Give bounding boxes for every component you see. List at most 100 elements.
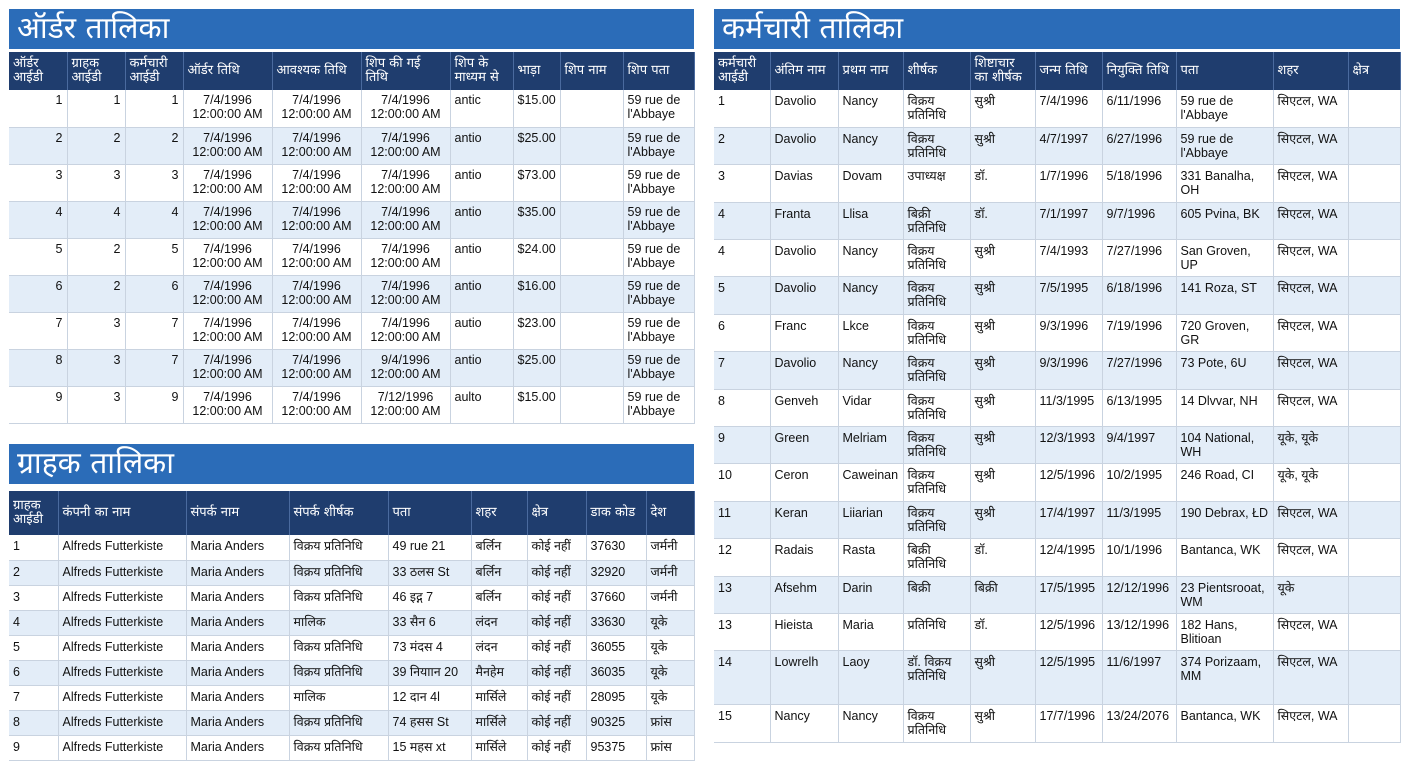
order-table-row[interactable]: 7 3 7 7/4/1996 12:00:00 AM 7/4/1996 12:00:00… bbox=[9, 312, 695, 350]
employee-table-cell: 6/27/1996 bbox=[1102, 127, 1177, 166]
employee-table-row[interactable]: 6 Franc Lkce विक्रय प्रतिनिधि सुश्री 9/3/1996… bbox=[714, 314, 1401, 353]
order-table-cell bbox=[560, 238, 624, 276]
employee-table-cell: Keran bbox=[770, 501, 839, 540]
order-table-column-header: शिप की गई तिथि bbox=[361, 52, 451, 90]
order-table-cell: 7/4/1996 12:00:00 AM bbox=[361, 238, 451, 276]
employee-table-cell: डॉ. bbox=[970, 202, 1036, 241]
employee-table-cell: 14 bbox=[714, 650, 771, 706]
customer-table-row[interactable]: 4 Alfreds Futterkiste Maria Anders मालिक 33 … bbox=[9, 610, 695, 636]
employee-table-cell: 6 bbox=[714, 314, 771, 353]
employee-table-cell: बिक्री प्रतिनिधि bbox=[903, 538, 971, 577]
employee-table-cell: 7 bbox=[714, 351, 771, 390]
employee-table-cell: बिक्री प्रतिनिधि bbox=[903, 202, 971, 241]
order-table-cell: $24.00 bbox=[513, 238, 561, 276]
employee-table-row[interactable]: 13 Hieista Maria प्रतिनिधि डॉ. 12/5/1996 13/12… bbox=[714, 613, 1401, 652]
employee-table-cell: सिएटल, WA bbox=[1273, 613, 1349, 652]
employee-table-row[interactable]: 15 Nancy Nancy विक्रय प्रतिनिधि सुश्री 17/7/1… bbox=[714, 704, 1401, 743]
employee-table-cell: 374 Porizaam, MM bbox=[1176, 650, 1274, 706]
employee-table-cell: 10 bbox=[714, 463, 771, 502]
order-table-cell: 59 rue de l'Abbaye bbox=[623, 349, 695, 387]
customer-table-cell: फ्रांस bbox=[646, 710, 695, 736]
customer-table-row[interactable]: 8 Alfreds Futterkiste Maria Anders विक्रय प… bbox=[9, 710, 695, 736]
customer-table-cell: 3 bbox=[9, 585, 59, 611]
customer-table-cell: 36035 bbox=[586, 660, 647, 686]
employee-table-cell bbox=[1348, 276, 1401, 315]
order-table-cell: antio bbox=[450, 275, 514, 313]
order-table: ऑर्डर आईडी ग्राहक आईडी कर्मचारी आईडी ऑर्डर … bbox=[9, 52, 695, 424]
order-table-column-header: ऑर्डर आईडी bbox=[9, 52, 68, 90]
customer-table-cell: 37630 bbox=[586, 535, 647, 561]
customer-table-cell: Alfreds Futterkiste bbox=[58, 685, 187, 711]
customer-table-cell: कोई नहीं bbox=[527, 610, 587, 636]
employee-table-row[interactable]: 5 Davolio Nancy विक्रय प्रतिनिधि सुश्री 7/5/1… bbox=[714, 276, 1401, 315]
order-table-cell: 8 bbox=[9, 349, 68, 387]
customer-table-cell: विक्रय प्रतिनिधि bbox=[289, 560, 389, 586]
employee-table-row[interactable]: 8 Genveh Vidar विक्रय प्रतिनिधि सुश्री 11/3/1… bbox=[714, 389, 1401, 428]
employee-table-row[interactable]: 3 Davias Dovam उपाध्यक्ष डॉ. 1/7/1996 5/18/199… bbox=[714, 164, 1401, 203]
order-table-row[interactable]: 2 2 2 7/4/1996 12:00:00 AM 7/4/1996 12:00:00… bbox=[9, 127, 695, 165]
employee-table-row[interactable]: 13 Afsehm Darin बिक्री बिक्री 17/5/1995 12/12/… bbox=[714, 576, 1401, 614]
order-table-cell: 4 bbox=[125, 201, 184, 239]
employee-table-row[interactable]: 12 Radais Rasta बिक्री प्रतिनिधि डॉ. 12/4/199… bbox=[714, 538, 1401, 577]
employee-table-cell: प्रतिनिधि bbox=[903, 613, 971, 652]
order-table-cell: 3 bbox=[125, 164, 184, 202]
customer-table-row[interactable]: 6 Alfreds Futterkiste Maria Anders विक्रय प… bbox=[9, 660, 695, 686]
employee-table-row[interactable]: 2 Davolio Nancy विक्रय प्रतिनिधि सुश्री 4/7/1… bbox=[714, 127, 1401, 166]
employee-table-row[interactable]: 1 Davolio Nancy विक्रय प्रतिनिधि सुश्री 7/4/1… bbox=[714, 90, 1401, 128]
order-table-row[interactable]: 1 1 1 7/4/1996 12:00:00 AM 7/4/1996 12:00:00… bbox=[9, 90, 695, 128]
employee-table-row[interactable]: 14 Lowrelh Laoy डॉ. विक्रय प्रतिनिधि सुश्री 1… bbox=[714, 650, 1401, 706]
employee-table-column-header: प्रथम नाम bbox=[838, 52, 904, 90]
employee-table-row[interactable]: 10 Ceron Caweinan विक्रय प्रतिनिधि सुश्री 12/… bbox=[714, 463, 1401, 502]
order-table-row[interactable]: 3 3 3 7/4/1996 12:00:00 AM 7/4/1996 12:00:00… bbox=[9, 164, 695, 202]
customer-table-cell: कोई नहीं bbox=[527, 735, 587, 761]
customer-table-row[interactable]: 7 Alfreds Futterkiste Maria Anders मालिक 12 … bbox=[9, 685, 695, 711]
customer-table-row[interactable]: 5 Alfreds Futterkiste Maria Anders विक्रय प… bbox=[9, 635, 695, 661]
employee-table-cell: सिएटल, WA bbox=[1273, 239, 1349, 278]
employee-table-row[interactable]: 9 Green Melriam विक्रय प्रतिनिधि सुश्री 12/3/… bbox=[714, 426, 1401, 465]
customer-table-cell: विक्रय प्रतिनिधि bbox=[289, 735, 389, 761]
order-table-cell: aulto bbox=[450, 386, 514, 424]
employee-table-cell: Nancy bbox=[838, 239, 904, 278]
employee-table-cell: सुश्री bbox=[970, 276, 1036, 315]
order-table-row[interactable]: 4 4 4 7/4/1996 12:00:00 AM 7/4/1996 12:00:00… bbox=[9, 201, 695, 239]
customer-table-cell: Maria Anders bbox=[186, 735, 290, 761]
customer-table-cell: कोई नहीं bbox=[527, 660, 587, 686]
customer-table-cell: Alfreds Futterkiste bbox=[58, 735, 187, 761]
order-table-row[interactable]: 6 2 6 7/4/1996 12:00:00 AM 7/4/1996 12:00:00… bbox=[9, 275, 695, 313]
employee-table-cell: 23 Pientsrooat, WM bbox=[1176, 576, 1274, 614]
customer-table-row[interactable]: 9 Alfreds Futterkiste Maria Anders विक्रय प… bbox=[9, 735, 695, 761]
customer-table-cell: जर्मनी bbox=[646, 535, 695, 561]
customer-table-row[interactable]: 1 Alfreds Futterkiste Maria Anders विक्रय प… bbox=[9, 535, 695, 561]
employee-table-cell: सुश्री bbox=[970, 463, 1036, 502]
order-table-row[interactable]: 8 3 7 7/4/1996 12:00:00 AM 7/4/1996 12:00:00… bbox=[9, 349, 695, 387]
employee-table-cell: 9 bbox=[714, 426, 771, 465]
order-table-cell: 7/4/1996 12:00:00 AM bbox=[272, 349, 362, 387]
customer-table-row[interactable]: 3 Alfreds Futterkiste Maria Anders विक्रय प… bbox=[9, 585, 695, 611]
order-table-cell: 1 bbox=[9, 90, 68, 128]
employee-table-cell: 720 Groven, GR bbox=[1176, 314, 1274, 353]
employee-table-cell bbox=[1348, 127, 1401, 166]
customer-table-row[interactable]: 2 Alfreds Futterkiste Maria Anders विक्रय प… bbox=[9, 560, 695, 586]
employee-table-cell: 12/5/1995 bbox=[1035, 650, 1103, 706]
employee-table-row[interactable]: 4 Franta Llisa बिक्री प्रतिनिधि डॉ. 7/1/1997 9… bbox=[714, 202, 1401, 241]
order-table-row[interactable]: 9 3 9 7/4/1996 12:00:00 AM 7/4/1996 12:00:00… bbox=[9, 386, 695, 424]
customer-table-column-header: देश bbox=[646, 491, 695, 535]
employee-table-row[interactable]: 7 Davolio Nancy विक्रय प्रतिनिधि सुश्री 9/3/1… bbox=[714, 351, 1401, 390]
order-table-cell: autio bbox=[450, 312, 514, 350]
order-table-cell: 7/4/1996 12:00:00 AM bbox=[183, 312, 273, 350]
order-table-cell: 4 bbox=[9, 201, 68, 239]
employee-table-cell: विक्रय प्रतिनिधि bbox=[903, 239, 971, 278]
customer-table-header-row: ग्राहक आईडी कंपनी का नाम संपर्क नाम संपर्क … bbox=[9, 491, 695, 535]
employee-table-row[interactable]: 4 Davolio Nancy विक्रय प्रतिनिधि सुश्री 7/4/1… bbox=[714, 239, 1401, 278]
employee-table-row[interactable]: 11 Keran Liiarian विक्रय प्रतिनिधि सुश्री 17/… bbox=[714, 501, 1401, 540]
order-table-cell bbox=[560, 386, 624, 424]
order-table-row[interactable]: 5 2 5 7/4/1996 12:00:00 AM 7/4/1996 12:00:00… bbox=[9, 238, 695, 276]
order-table-column-header: भाड़ा bbox=[513, 52, 561, 90]
customer-table-panel: ग्राहक तालिका ग्राहक आईडी कंपनी का नाम संप… bbox=[9, 444, 695, 761]
order-table-cell: 3 bbox=[67, 386, 126, 424]
employee-table-column-header: अंतिम नाम bbox=[770, 52, 839, 90]
order-table-cell: 59 rue de l'Abbaye bbox=[623, 127, 695, 165]
employee-table-cell: विक्रय प्रतिनिधि bbox=[903, 463, 971, 502]
employee-table-cell: Lowrelh bbox=[770, 650, 839, 706]
employee-table-cell: 4 bbox=[714, 239, 771, 278]
